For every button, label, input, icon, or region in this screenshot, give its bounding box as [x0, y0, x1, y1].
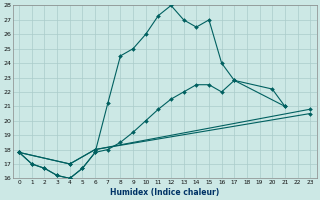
X-axis label: Humidex (Indice chaleur): Humidex (Indice chaleur) [110, 188, 219, 197]
